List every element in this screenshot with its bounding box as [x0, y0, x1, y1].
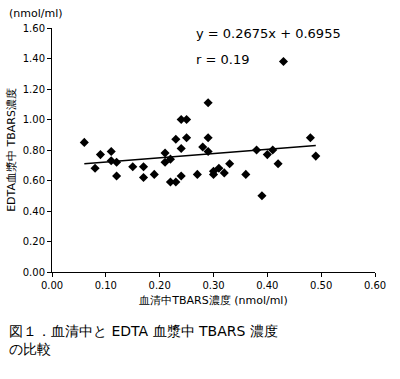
- svg-text:r = 0.19: r = 0.19: [196, 52, 249, 67]
- svg-text:図１．血清中と EDTA 血漿中 TBARS 濃度の比較: 図１．血清中と EDTA 血漿中 TBARS 濃度の比較: [9, 323, 278, 357]
- svg-text:0.50: 0.50: [310, 280, 332, 291]
- svg-text:0.60: 0.60: [23, 175, 45, 186]
- svg-text:0.40: 0.40: [256, 280, 278, 291]
- svg-text:1.00: 1.00: [23, 114, 45, 125]
- svg-text:0.80: 0.80: [23, 145, 45, 156]
- svg-text:(nmol/ml): (nmol/ml): [9, 7, 63, 20]
- svg-text:1.20: 1.20: [23, 84, 45, 95]
- svg-text:1.40: 1.40: [23, 53, 45, 64]
- svg-text:1.60: 1.60: [23, 23, 45, 34]
- svg-text:0.00: 0.00: [23, 267, 45, 278]
- svg-text:0.40: 0.40: [23, 206, 45, 217]
- svg-text:EDTA血漿中 TBARS濃度: EDTA血漿中 TBARS濃度: [5, 88, 18, 212]
- svg-text:血清中TBARS濃度 (nmol/ml): 血清中TBARS濃度 (nmol/ml): [139, 294, 287, 307]
- svg-text:0.30: 0.30: [202, 280, 224, 291]
- svg-text:0.20: 0.20: [149, 280, 171, 291]
- svg-text:0.20: 0.20: [23, 236, 45, 247]
- svg-text:0.00: 0.00: [41, 280, 63, 291]
- svg-text:y = 0.2675x + 0.6955: y = 0.2675x + 0.6955: [196, 26, 341, 41]
- svg-text:0.10: 0.10: [95, 280, 117, 291]
- svg-text:0.60: 0.60: [364, 280, 386, 291]
